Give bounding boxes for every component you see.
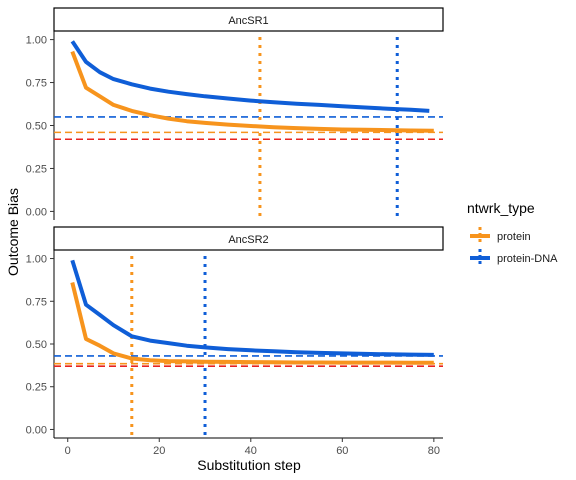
series-line-protein xyxy=(70,50,434,133)
facet-strip-label: AncSR2 xyxy=(228,234,268,246)
x-axis-title: Substitution step xyxy=(197,457,301,473)
y-tick-label: 0.50 xyxy=(26,121,47,133)
x-tick-label: 40 xyxy=(245,445,257,457)
x-tick-label: 20 xyxy=(153,445,165,457)
chart-panels: AncSR1 0.00 0.25 0.50 0.75 1.00 AncSR2 0.00 0.25… xyxy=(26,7,444,457)
y-axis-title: Outcome Bias xyxy=(5,188,21,276)
series-line-protein xyxy=(70,282,434,365)
legend-item: protein xyxy=(470,227,531,245)
legend-label: protein-DNA xyxy=(497,253,558,265)
legend-item: protein-DNA xyxy=(470,249,558,267)
legend-title: ntwrk_type xyxy=(467,200,535,216)
y-tick-label: 0.75 xyxy=(26,296,47,308)
facet-strip xyxy=(53,226,444,251)
x-tick-label: 60 xyxy=(336,445,348,457)
facet-strip-label: AncSR1 xyxy=(228,15,268,27)
y-tick-label: 0.75 xyxy=(26,78,47,90)
y-tick-label: 0.25 xyxy=(26,382,47,394)
series-line-protein-DNA xyxy=(70,40,430,113)
facet-strip xyxy=(53,7,444,32)
legend-label: protein xyxy=(497,231,531,243)
panel-1: AncSR2 0.00 0.25 0.50 0.75 1.00 0 20 40 60 80 xyxy=(26,226,444,457)
y-tick-label: 0.25 xyxy=(26,163,47,175)
panel-0: AncSR1 0.00 0.25 0.50 0.75 1.00 xyxy=(26,7,444,220)
y-tick-label: 0.50 xyxy=(26,339,47,351)
series-line-protein-DNA xyxy=(70,259,434,357)
x-tick-label: 0 xyxy=(65,445,71,457)
y-tick-label: 1.00 xyxy=(26,35,47,47)
y-tick-label: 0.00 xyxy=(26,424,47,436)
legend: ntwrk_type protein protein-DNA xyxy=(467,200,558,267)
y-tick-label: 1.00 xyxy=(26,254,47,266)
x-tick-label: 80 xyxy=(428,445,440,457)
y-tick-label: 0.00 xyxy=(26,206,47,218)
